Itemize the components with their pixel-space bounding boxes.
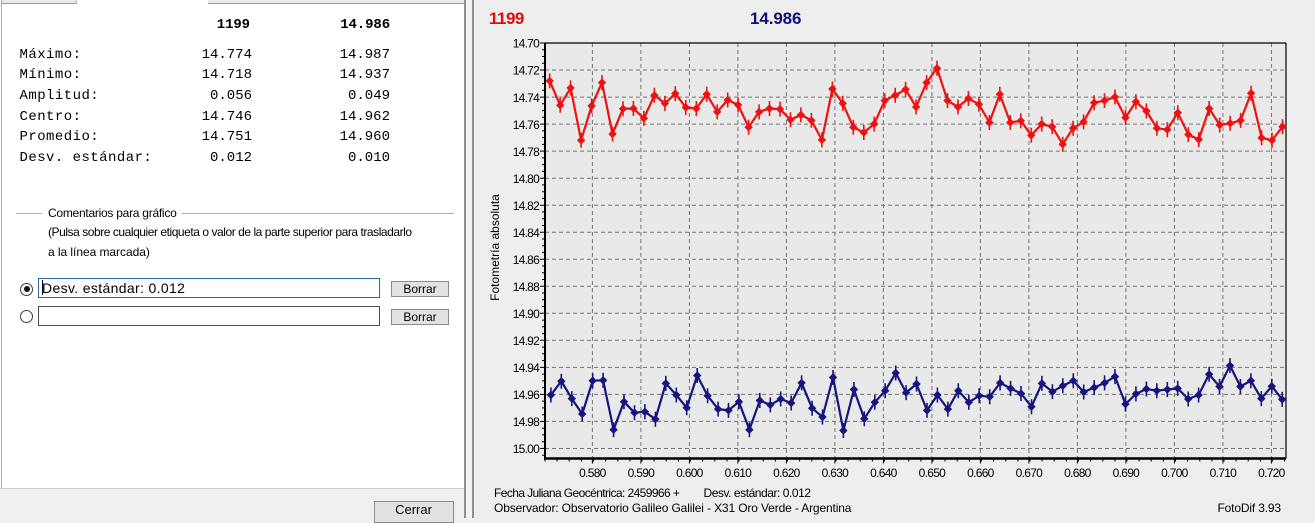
- svg-text:0.610: 0.610: [725, 466, 753, 480]
- svg-text:0.680: 0.680: [1064, 466, 1092, 480]
- svg-text:0.630: 0.630: [822, 466, 850, 480]
- svg-text:14.70: 14.70: [513, 37, 540, 51]
- svg-text:14.92: 14.92: [513, 334, 540, 348]
- svg-text:14.84: 14.84: [513, 226, 540, 240]
- svg-text:0.690: 0.690: [1113, 466, 1141, 480]
- svg-text:14.82: 14.82: [513, 199, 540, 213]
- svg-text:14.90: 14.90: [513, 307, 540, 321]
- svg-text:14.96: 14.96: [513, 388, 540, 402]
- svg-text:14.98: 14.98: [513, 415, 540, 429]
- svg-text:Fotometría absoluta: Fotometría absoluta: [488, 194, 502, 301]
- svg-text:0.600: 0.600: [676, 466, 704, 480]
- svg-text:15.00: 15.00: [513, 442, 540, 456]
- svg-text:0.650: 0.650: [919, 466, 947, 480]
- svg-text:14.80: 14.80: [513, 172, 540, 186]
- svg-text:14.76: 14.76: [513, 118, 540, 132]
- svg-text:0.700: 0.700: [1161, 466, 1189, 480]
- svg-text:14.72: 14.72: [513, 64, 540, 78]
- svg-text:0.590: 0.590: [628, 466, 656, 480]
- svg-text:0.640: 0.640: [870, 466, 898, 480]
- svg-text:14.94: 14.94: [513, 361, 540, 375]
- svg-text:0.620: 0.620: [773, 466, 801, 480]
- svg-text:0.720: 0.720: [1258, 466, 1286, 480]
- svg-text:0.710: 0.710: [1210, 466, 1238, 480]
- svg-text:14.74: 14.74: [513, 91, 540, 105]
- svg-text:0.670: 0.670: [1016, 466, 1044, 480]
- svg-text:14.78: 14.78: [513, 145, 540, 159]
- svg-text:0.660: 0.660: [967, 466, 995, 480]
- svg-text:0.580: 0.580: [579, 466, 607, 480]
- svg-text:14.88: 14.88: [513, 280, 540, 294]
- svg-text:14.86: 14.86: [513, 253, 540, 267]
